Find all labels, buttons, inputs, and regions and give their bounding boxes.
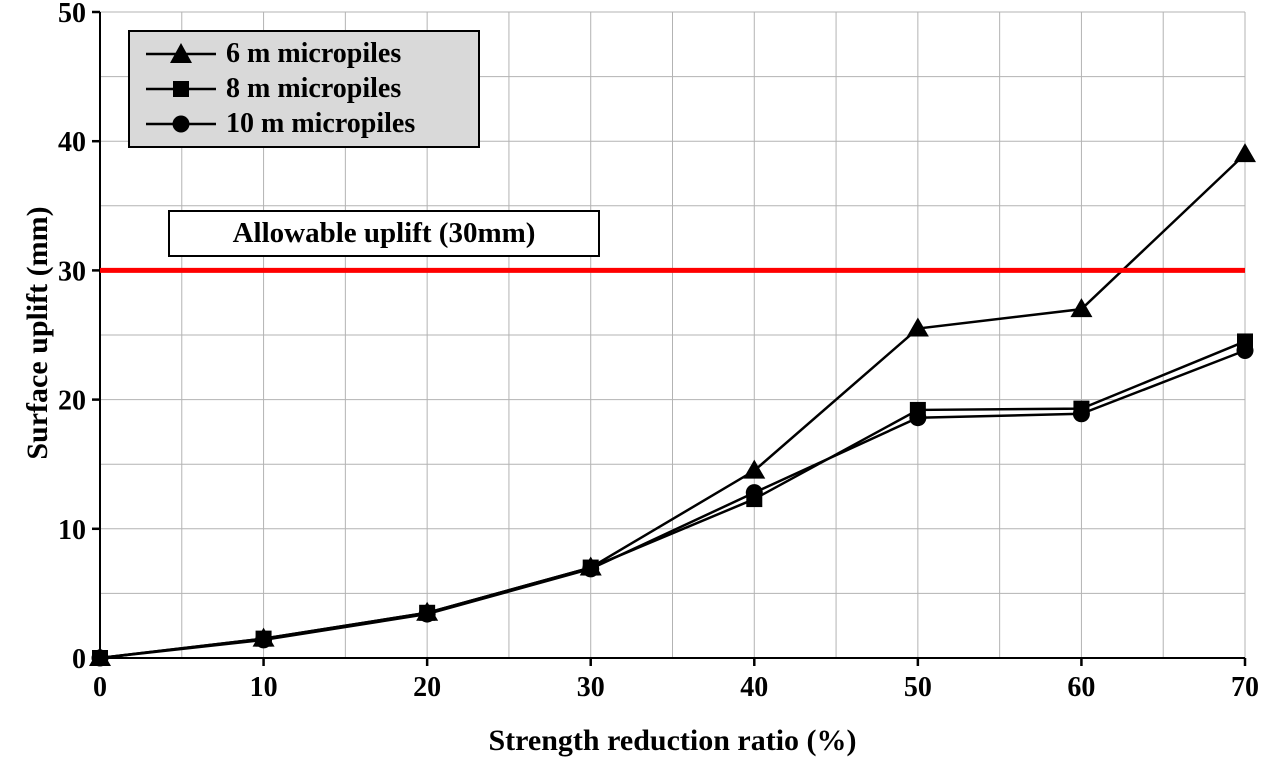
circle-marker-icon — [418, 605, 436, 623]
x-tick-label: 50 — [904, 672, 932, 703]
triangle-marker-icon — [906, 317, 929, 337]
tick-labels: 0 10 20 30 40 50 60 70 0 10 20 30 40 50 — [58, 0, 1259, 703]
y-tick-label: 0 — [72, 644, 86, 675]
series-10-m-micropiles — [91, 342, 1254, 667]
x-tick-label: 10 — [250, 672, 278, 703]
triangle-marker-icon — [1234, 143, 1256, 163]
y-tick-label: 30 — [58, 256, 86, 287]
y-axis-title: Surface uplift (mm) — [21, 206, 54, 460]
y-tick-label: 10 — [58, 515, 86, 546]
legend-item-10m: 10 m micropiles — [144, 108, 468, 140]
x-tick-label: 40 — [740, 672, 768, 703]
legend-label-8m: 8 m micropiles — [226, 72, 402, 104]
circle-marker-icon — [255, 631, 273, 649]
square-marker-icon — [146, 80, 216, 97]
axes — [99, 12, 1245, 659]
circle-marker-icon — [745, 484, 763, 502]
y-tick-label: 50 — [58, 0, 86, 29]
triangle-marker-icon — [146, 42, 216, 63]
y-tick-label: 40 — [58, 127, 86, 158]
x-tick-label: 70 — [1231, 672, 1259, 703]
y-tick-label: 20 — [58, 386, 86, 417]
circle-marker-icon — [1072, 405, 1090, 423]
legend: 6 m micropiles 8 m micropiles 10 m micro… — [128, 30, 480, 148]
circle-marker-icon — [1236, 342, 1254, 360]
x-axis-title: Strength reduction ratio (%) — [488, 724, 857, 757]
allowable-uplift-callout: Allowable uplift (30mm) — [168, 210, 600, 257]
allowable-uplift-label: Allowable uplift (30mm) — [232, 217, 536, 249]
legend-item-6m: 6 m micropiles — [144, 38, 468, 70]
x-tick-label: 20 — [413, 672, 441, 703]
circle-marker-icon — [146, 115, 216, 133]
x-tick-label: 30 — [577, 672, 605, 703]
x-tick-label: 60 — [1067, 672, 1095, 703]
legend-item-8m: 8 m micropiles — [144, 73, 468, 105]
circle-marker-icon — [91, 649, 109, 667]
legend-label-6m: 6 m micropiles — [226, 37, 402, 69]
triangle-marker-icon — [1070, 298, 1093, 318]
circle-marker-icon — [582, 560, 600, 578]
legend-label-10m: 10 m micropiles — [226, 108, 416, 140]
triangle-marker-icon — [743, 459, 766, 479]
circle-marker-icon — [909, 409, 927, 427]
x-tick-label: 0 — [93, 672, 107, 703]
